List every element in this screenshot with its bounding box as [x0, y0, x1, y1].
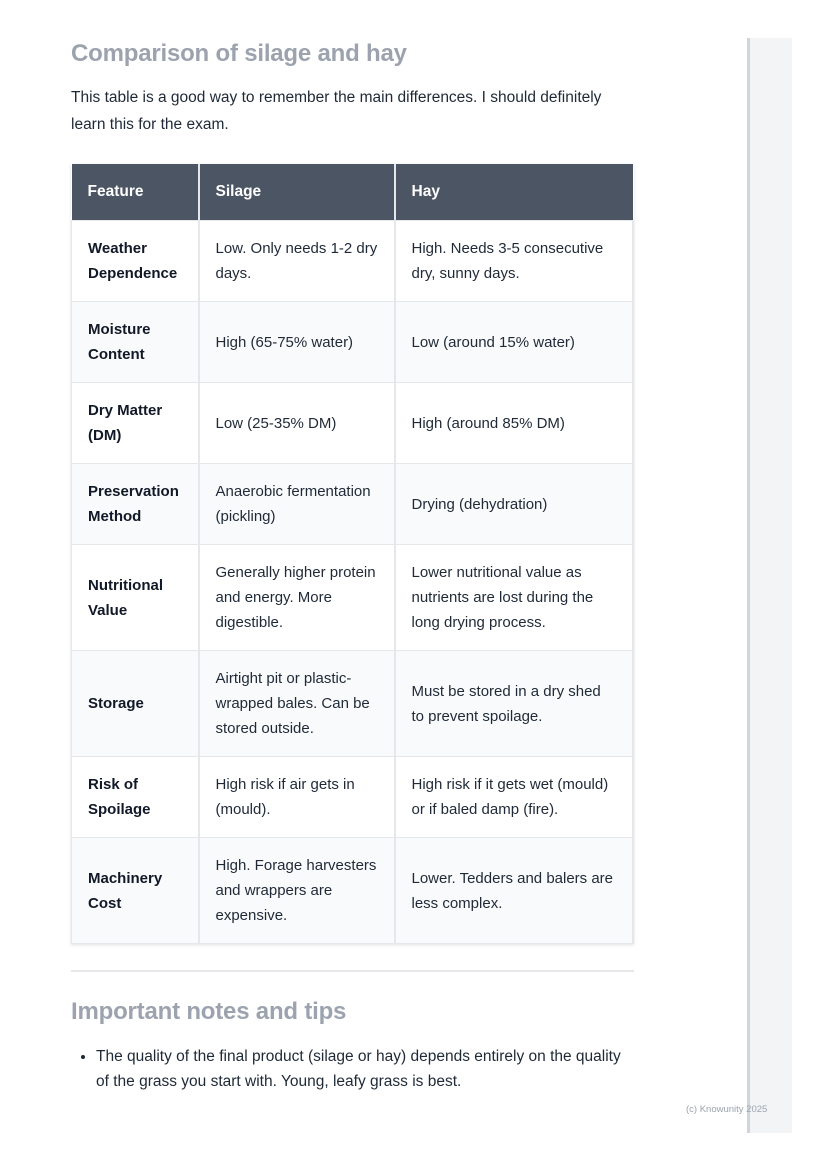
cell-feature: Risk of Spoilage: [71, 756, 200, 838]
table-row: Machinery Cost High. Forage harvesters an…: [71, 837, 634, 944]
table-row: Weather Dependence Low. Only needs 1-2 dr…: [71, 220, 634, 302]
cell-silage: Airtight pit or plastic-wrapped bales. C…: [198, 650, 396, 757]
cell-hay: Lower. Tedders and balers are less compl…: [394, 837, 634, 944]
cell-silage: Generally higher protein and energy. Mor…: [198, 544, 396, 651]
table-row: Moisture Content High (65-75% water) Low (…: [71, 301, 634, 383]
cell-hay: Must be stored in a dry shed to prevent …: [394, 650, 634, 757]
table-row: Dry Matter (DM) Low (25-35% DM) High (arou…: [71, 382, 634, 464]
header-feature: Feature: [71, 164, 200, 221]
divider: [71, 970, 634, 972]
cell-feature: Moisture Content: [71, 301, 200, 383]
table-row: Nutritional Value Generally higher protei…: [71, 544, 634, 651]
intro-paragraph: This table is a good way to remember the…: [71, 89, 602, 133]
cell-hay: Low (around 15% water): [394, 301, 634, 383]
cell-feature: Dry Matter (DM): [71, 382, 200, 464]
cell-silage: High. Forage harvesters and wrappers are…: [198, 837, 396, 944]
cell-hay: High (around 85% DM): [394, 382, 634, 464]
table-row: Risk of Spoilage High risk if air gets in…: [71, 756, 634, 838]
cell-hay: High risk if it gets wet (mould) or if b…: [394, 756, 634, 838]
cell-silage: Low (25-35% DM): [198, 382, 396, 464]
header-hay: Hay: [394, 164, 633, 221]
side-panel: [747, 38, 792, 1133]
cell-feature: Preservation Method: [71, 463, 200, 545]
cell-feature: Machinery Cost: [71, 837, 200, 944]
copyright: (c) Knowunity 2025: [686, 1104, 768, 1115]
cell-hay: High. Needs 3-5 consecutive dry, sunny d…: [394, 220, 634, 302]
notes-list: The quality of the final product (silage…: [71, 1044, 634, 1094]
header-silage: Silage: [198, 164, 396, 221]
section-title-comparison: Comparison of silage and hay: [71, 40, 407, 67]
table-row: Preservation Method Anaerobic fermentatio…: [71, 463, 634, 545]
table-header-row: Feature Silage Hay: [71, 164, 633, 221]
cell-silage: High risk if air gets in (mould).: [198, 756, 396, 838]
comparison-table: Feature Silage Hay Weather Dependence Low…: [71, 164, 634, 944]
cell-silage: High (65-75% water): [198, 301, 396, 383]
list-item: The quality of the final product (silage…: [96, 1044, 634, 1094]
cell-hay: Lower nutritional value as nutrients are…: [394, 544, 634, 651]
main-content: Comparison of silage and hay This table …: [71, 38, 634, 1094]
cell-feature: Weather Dependence: [71, 220, 200, 302]
table-row: Storage Airtight pit or plastic-wrapped b…: [71, 650, 634, 757]
cell-silage: Low. Only needs 1-2 dry days.: [198, 220, 396, 302]
cell-hay: Drying (dehydration): [394, 463, 634, 545]
section-title-notes: Important notes and tips: [71, 998, 347, 1025]
cell-feature: Nutritional Value: [71, 544, 200, 651]
cell-silage: Anaerobic fermentation (pickling): [198, 463, 396, 545]
cell-feature: Storage: [71, 650, 200, 757]
